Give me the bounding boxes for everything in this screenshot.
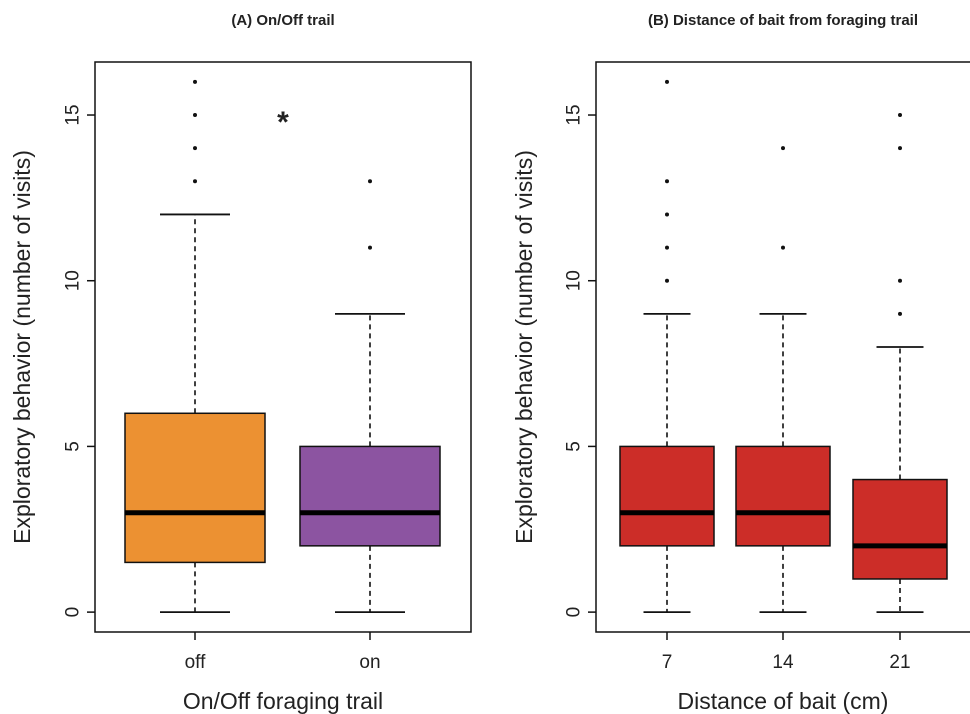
outlier-point [781,146,785,151]
outlier-point [898,278,902,283]
panel-a: (A) On/Off trail 0 5 10 15 off on * On/Off fo… [9,12,472,714]
y-tick-label: 10 [564,270,585,291]
outlier-point [665,79,669,84]
y-tick-label: 5 [564,441,585,452]
significance-asterisk: * [277,106,289,139]
outlier-point [898,311,902,316]
outlier-point [665,245,669,250]
box-14 [735,445,831,547]
outlier-point [898,113,902,118]
outlier-point [193,146,197,151]
outlier-point [368,245,372,250]
panel-a-x-axis-title: On/Off foraging trail [183,688,383,714]
x-tick-label: off [185,652,207,673]
y-tick-label: 0 [63,607,84,618]
panel-b-x-axis-title: Distance of bait (cm) [678,688,889,714]
outlier-point [193,179,197,184]
outlier-point [898,146,902,151]
y-tick-label: 15 [63,104,84,125]
box-off [124,412,266,564]
y-tick-label: 10 [63,270,84,291]
outlier-point [193,79,197,84]
x-tick-label: 14 [772,652,794,673]
panel-a-plot-frame [94,61,472,633]
x-tick-label: on [359,652,380,673]
box-on [299,445,441,547]
outlier-point [193,113,197,118]
outlier-point [665,179,669,184]
panel-a-y-axis-title: Exploratory behavior (number of visits) [9,150,35,544]
x-tick-label: 21 [889,652,910,673]
y-tick-label: 0 [564,607,585,618]
outlier-point [665,278,669,283]
outlier-point [665,212,669,217]
y-tick-label: 5 [63,441,84,452]
outlier-point [781,245,785,250]
panel-b-title: (B) Distance of bait from foraging trail [648,12,918,29]
panel-b-plot-frame [595,61,970,633]
panel-b-y-axis-title: Exploratory behavior (number of visits) [511,150,537,544]
y-tick-label: 15 [564,104,585,125]
x-tick-label: 7 [662,652,673,673]
panel-b: (B) Distance of bait from foraging trail… [511,12,970,714]
panel-a-title: (A) On/Off trail [231,12,334,29]
outlier-point [368,179,372,184]
box-21 [852,478,948,580]
box-7 [619,445,715,547]
